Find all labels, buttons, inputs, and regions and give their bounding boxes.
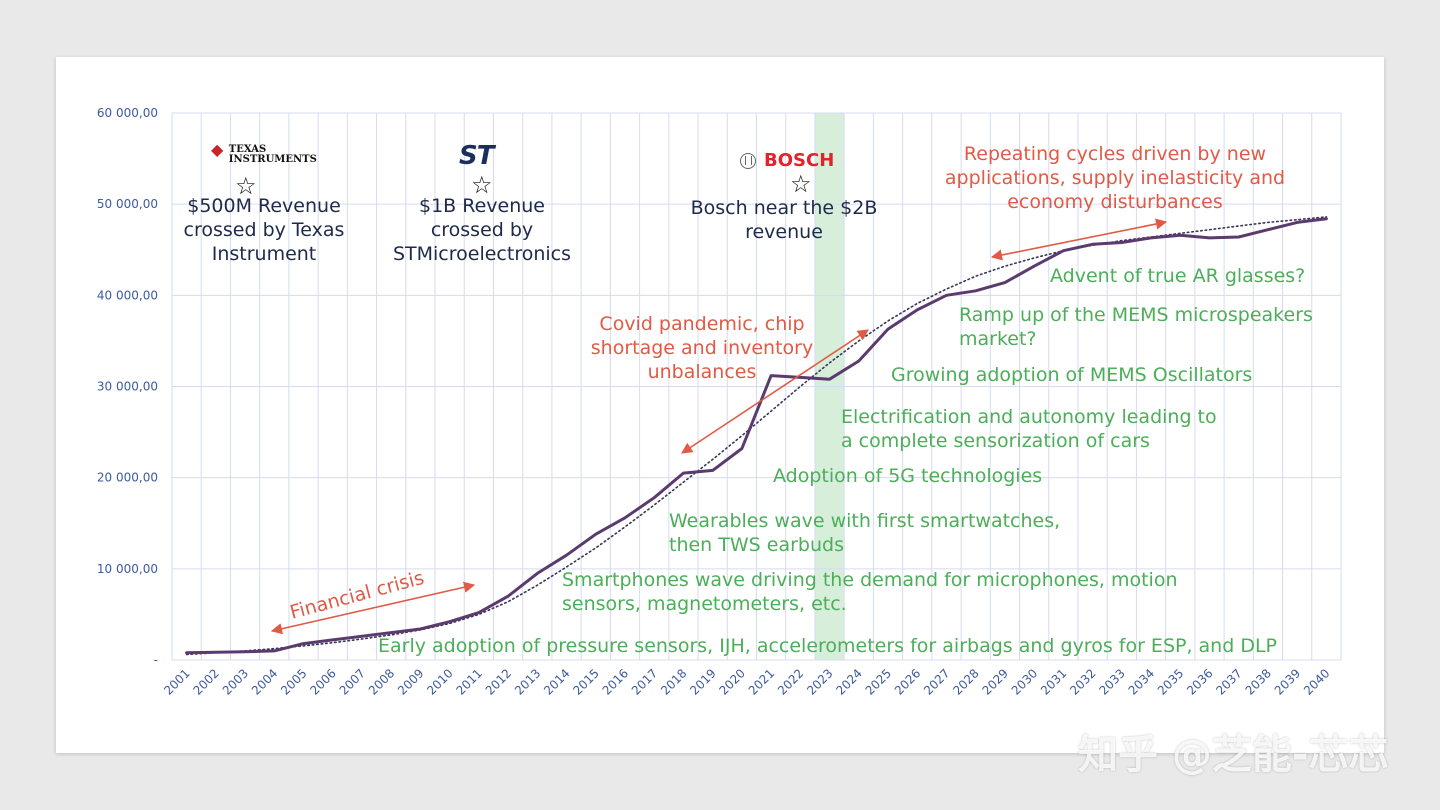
x-tick-label: 2040 (1301, 666, 1332, 697)
repeating-cycles-text: Repeating cycles driven by new applicati… (944, 143, 1286, 213)
bosch-milestone-text: Bosch near the $2B revenue (690, 197, 878, 243)
x-tick-label: 2006 (307, 666, 338, 697)
early-adoption-text: Early adoption of pressure sensors, IJH,… (378, 635, 1277, 657)
x-tick-label: 2034 (1126, 666, 1157, 697)
bosch-armature-icon (740, 152, 756, 169)
x-tick-label: 2008 (366, 666, 397, 697)
x-tick-label: 2035 (1155, 666, 1186, 697)
x-tick-label: 2032 (1067, 666, 1098, 697)
x-tick-label: 2010 (424, 666, 455, 697)
x-tick-label: 2029 (980, 666, 1011, 697)
y-tick-label: 60 000,00 (97, 106, 158, 120)
electrification-text: Electrification and autonomy leading to … (841, 406, 1217, 452)
x-tick-label: 2013 (512, 666, 543, 697)
repeating-cycles-arrow (990, 218, 1168, 261)
st-milestone-text: $1B Revenue crossed by STMicroelectronic… (392, 195, 572, 265)
y-tick-label: 30 000,00 (97, 380, 158, 394)
x-tick-label: 2003 (220, 666, 251, 697)
x-tick-label: 2017 (629, 666, 660, 697)
financial-crisis-arrow (270, 581, 476, 635)
fiveg-text: Adoption of 5G technologies (773, 465, 1043, 487)
y-tick-label: 10 000,00 (97, 562, 158, 576)
ti-logo-line2: INSTRUMENTS (228, 154, 317, 165)
oscillators-text: Growing adoption of MEMS Oscillators (891, 364, 1253, 386)
x-tick-label: 2028 (950, 666, 981, 697)
ti-milestone-text: $500M Revenue crossed by Texas Instrumen… (183, 195, 345, 265)
y-tick-label: 50 000,00 (97, 197, 158, 211)
x-tick-label: 2015 (570, 666, 601, 697)
microspeakers-text: Ramp up of the MEMS microspeakers market… (959, 304, 1313, 350)
x-tick-label: 2020 (717, 666, 748, 697)
ti-logo-line1: TEXAS (228, 144, 267, 155)
x-tick-label: 2011 (453, 666, 484, 697)
x-tick-label: 2039 (1272, 666, 1303, 697)
x-tick-label: 2024 (833, 666, 864, 697)
x-tick-label: 2021 (746, 666, 777, 697)
x-tick-label: 2026 (892, 666, 923, 697)
bosch-logo-text: BOSCH (764, 150, 835, 171)
x-tick-label: 2019 (687, 666, 718, 697)
texas-instruments-logo: ◆ TEXAS INSTRUMENTS (211, 142, 317, 165)
x-tick-label: 2030 (1009, 666, 1040, 697)
x-tick-label: 2022 (775, 666, 806, 697)
st-star-icon: ☆ (471, 172, 493, 199)
y-tick-label: - (154, 653, 158, 667)
covid-text: Covid pandemic, chip shortage and invent… (590, 313, 814, 383)
x-tick-label: 2037 (1213, 666, 1244, 697)
x-tick-label: 2014 (541, 666, 572, 697)
slide: - 10 000,00 20 000,00 30 000,00 40 000,00 50 … (56, 57, 1384, 753)
x-tick-label: 2004 (249, 666, 280, 697)
chart: - 10 000,00 20 000,00 30 000,00 40 000,00 50 … (97, 106, 1342, 698)
texas-map-icon: ◆ (211, 140, 224, 159)
x-tick-label: 2007 (337, 666, 368, 697)
x-tick-label: 2031 (1038, 666, 1069, 697)
x-tick-label: 2009 (395, 666, 426, 697)
x-tick-label: 2018 (658, 666, 689, 697)
bosch-star-icon: ☆ (790, 171, 812, 198)
wearables-text: Wearables wave with first smartwatches, … (669, 510, 1061, 556)
x-tick-label: 2036 (1184, 666, 1215, 697)
st-logo: ST (459, 141, 494, 171)
y-tick-label: 20 000,00 (97, 471, 158, 485)
x-tick-label: 2033 (1096, 666, 1127, 697)
smartphones-text: Smartphones wave driving the demand for … (562, 569, 1178, 615)
x-tick-label: 2027 (921, 666, 952, 697)
x-tick-label: 2016 (600, 666, 631, 697)
y-tick-label: 40 000,00 (97, 288, 158, 302)
bosch-logo: BOSCH (740, 150, 834, 171)
x-tick-label: 2012 (483, 666, 514, 697)
x-tick-label: 2001 (161, 666, 192, 697)
watermark: 知乎 @芝能-芯芯 (1078, 732, 1389, 778)
x-tick-label: 2025 (863, 666, 894, 697)
ti-star-icon: ☆ (235, 173, 257, 200)
x-tick-label: 2038 (1243, 666, 1274, 697)
ar-glasses-text: Advent of true AR glasses? (1050, 265, 1306, 287)
x-tick-label: 2005 (278, 666, 309, 697)
covid-arrow (681, 329, 869, 454)
x-tick-label: 2002 (190, 666, 221, 697)
x-tick-label: 2023 (804, 666, 835, 697)
